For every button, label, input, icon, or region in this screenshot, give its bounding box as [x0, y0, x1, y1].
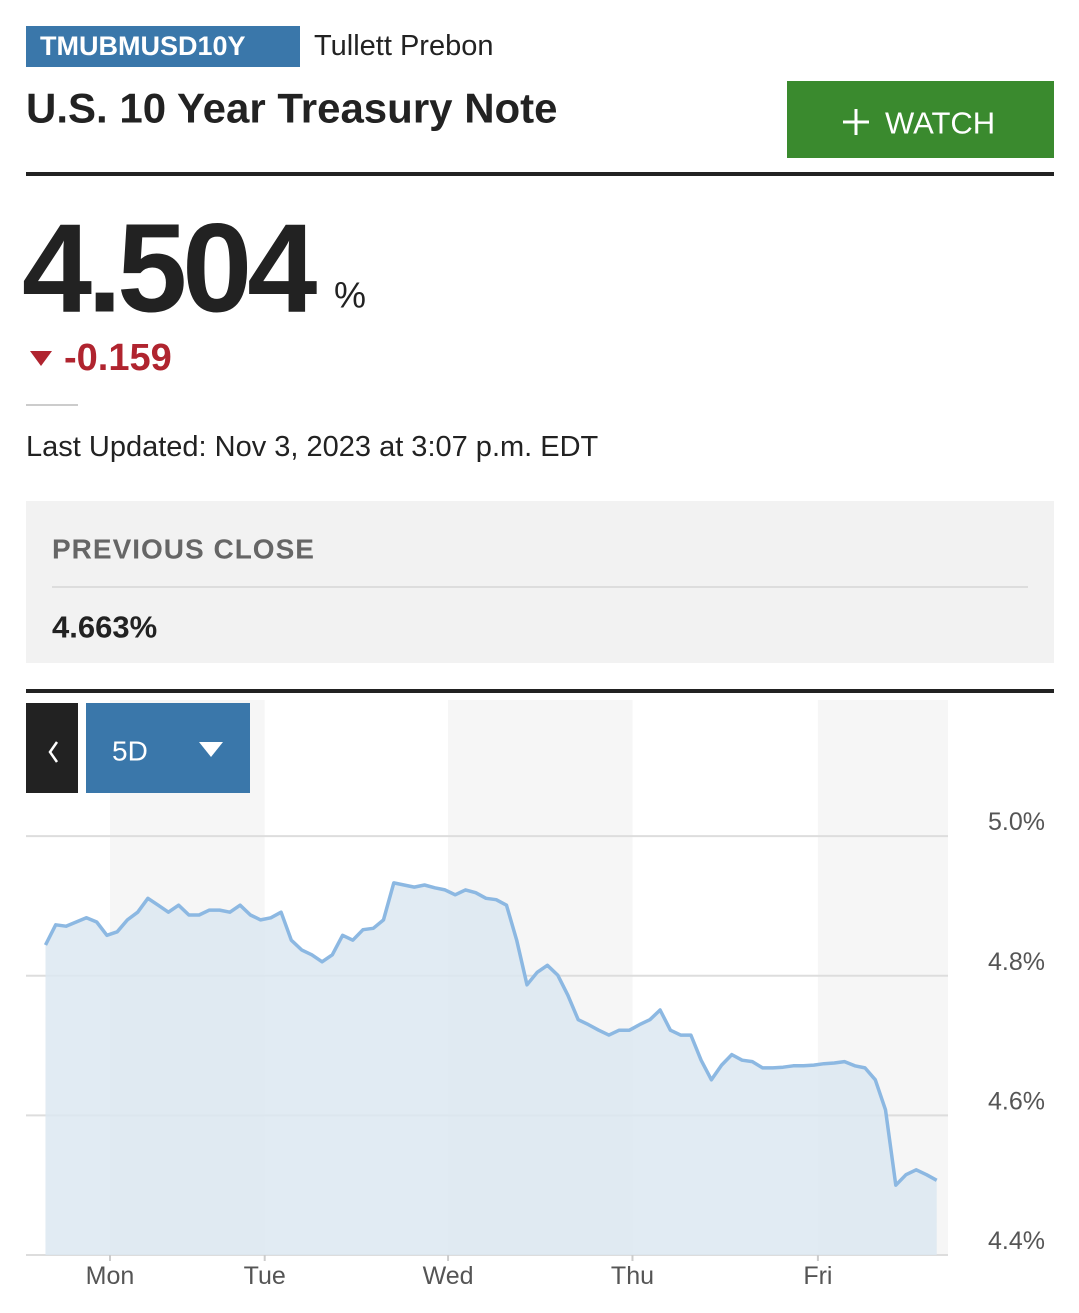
watch-button[interactable] [787, 81, 1054, 158]
price-unit: % [334, 275, 366, 316]
previous-close-value: 4.663% [52, 610, 157, 645]
ticker-badge [26, 26, 300, 67]
x-tick-label: Tue [244, 1262, 286, 1290]
down-arrow [30, 351, 52, 366]
range-select[interactable] [86, 703, 250, 793]
ticker: TMUBMUSD10Y [40, 31, 246, 61]
source: Tullett Prebon [314, 30, 493, 62]
y-tick-label: 4.8% [988, 948, 1045, 976]
previous-close-label: PREVIOUS CLOSE [52, 534, 315, 565]
x-tick-label: Wed [423, 1262, 474, 1290]
divider [52, 586, 1028, 588]
chevron-icon [48, 741, 59, 763]
x-tick-label: Thu [611, 1262, 654, 1290]
rule [26, 689, 1054, 693]
short-rule [26, 404, 78, 406]
dropdown-icon [199, 742, 223, 757]
range-label[interactable]: 5D [112, 736, 148, 767]
plot: 4.4% 4.6% 4.8% 5.0% Mon Tue Wed Thu Fri [26, 808, 1045, 1290]
previous-close-box [26, 501, 1054, 663]
y-tick-label: 4.6% [988, 1087, 1045, 1115]
x-tick-label: Mon [86, 1262, 135, 1290]
title: U.S. 10 Year Treasury Note [26, 85, 558, 132]
line [43, 881, 938, 1187]
y-tick-label: 5.0% [988, 808, 1045, 836]
rule [26, 172, 1054, 176]
x-tick-label: Fri [803, 1262, 832, 1290]
change: -0.159 [64, 337, 172, 379]
y-tick-label: 4.4% [988, 1227, 1045, 1255]
watch-label[interactable]: WATCH [885, 106, 995, 141]
price: 4.504 [22, 198, 317, 339]
area [45, 882, 937, 1255]
plus-icon [843, 109, 869, 135]
last-updated: Last Updated: Nov 3, 2023 at 3:07 p.m. E… [26, 431, 599, 463]
